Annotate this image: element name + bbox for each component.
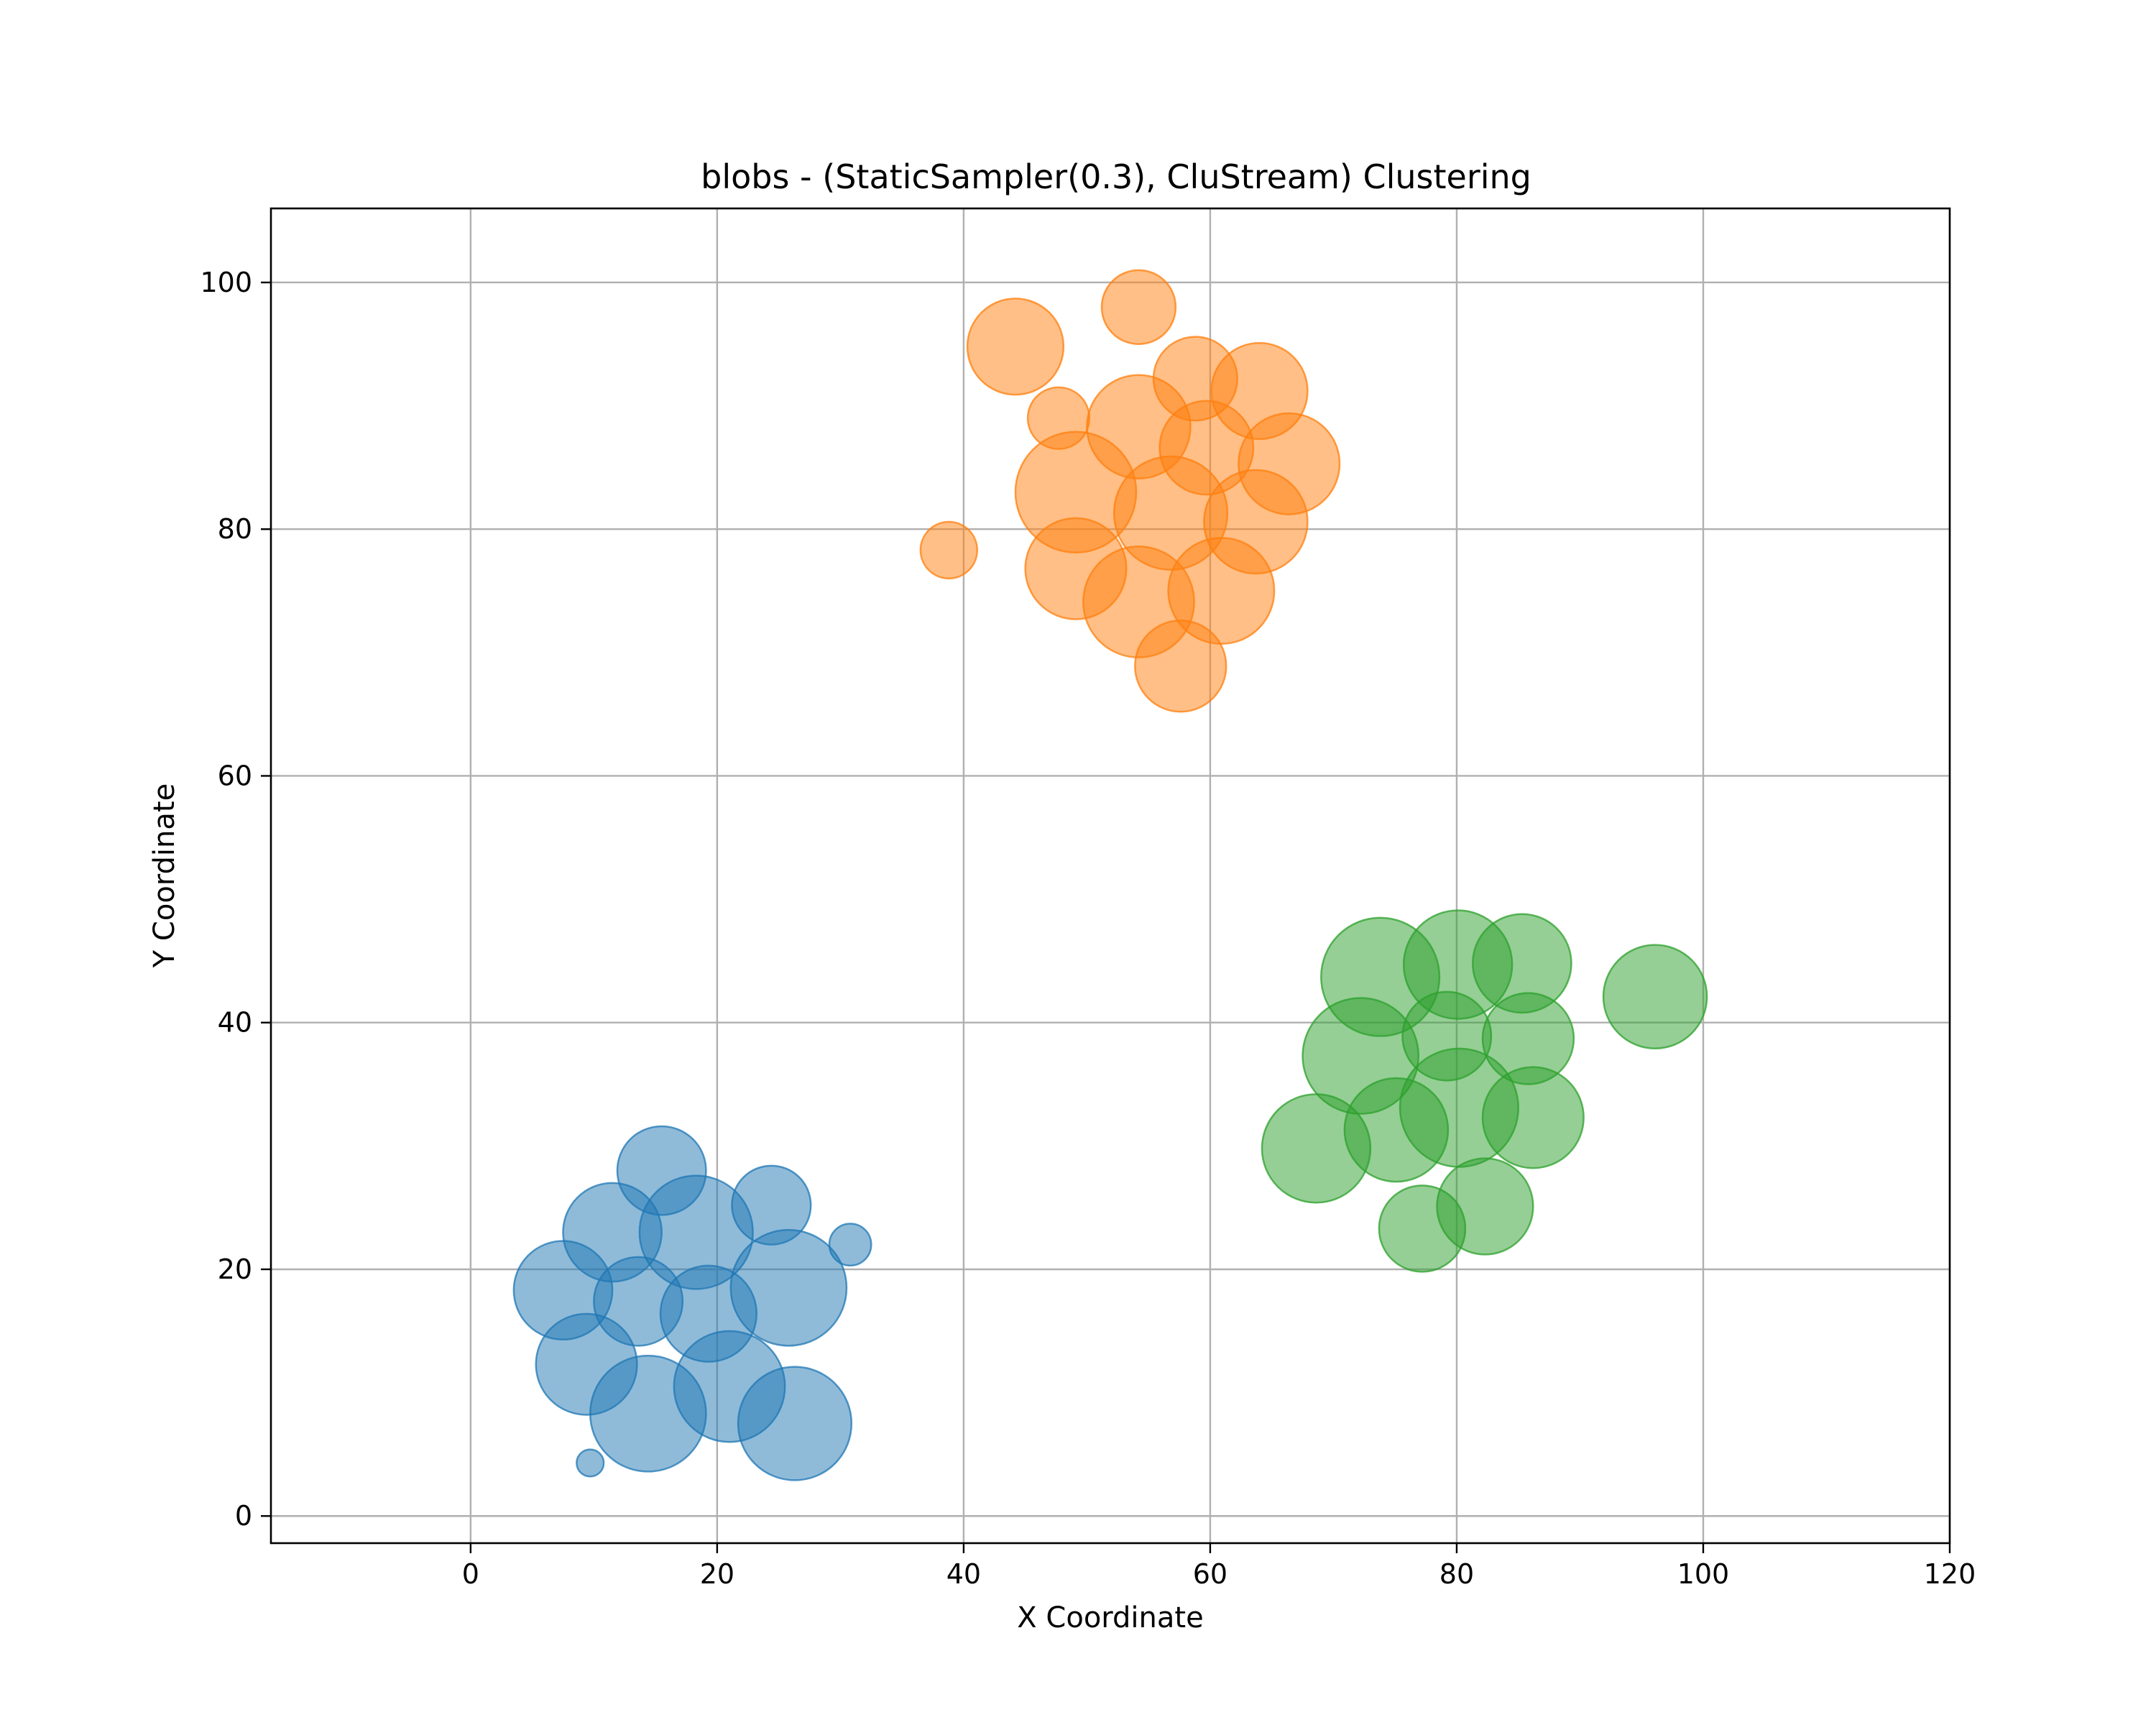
x-tick-label: 100: [1677, 1558, 1730, 1590]
cluster-series-1: [512, 1125, 872, 1481]
x-tick-label: 20: [700, 1558, 734, 1590]
y-tick-label: 0: [235, 1500, 252, 1532]
y-tick-label: 60: [218, 760, 252, 791]
x-axis-label: X Coordinate: [1017, 1601, 1203, 1634]
cluster-series-3: [1261, 909, 1708, 1273]
scatter-point: [1378, 1184, 1467, 1273]
scatter-point: [828, 1223, 872, 1267]
y-axis-label: Y Coordinate: [148, 783, 181, 968]
y-tick-label: 80: [218, 513, 252, 545]
scatter-points: [512, 269, 1708, 1481]
y-tick-label: 100: [200, 267, 252, 298]
scatter-point: [737, 1366, 853, 1481]
plot-frame: [270, 207, 1951, 1545]
scatter-point: [576, 1448, 605, 1478]
cluster-series-2: [919, 269, 1341, 713]
x-tick-label: 80: [1439, 1558, 1474, 1590]
scatter-point: [729, 1228, 848, 1347]
scatter-point: [966, 298, 1065, 396]
scatter-point: [919, 520, 979, 580]
x-tick-label: 40: [946, 1558, 981, 1590]
x-tick-label: 0: [462, 1558, 479, 1590]
axis-ticks: 0 20 40 60 80 100 120 0 20 40 60 80 100: [200, 267, 1976, 1590]
chart-title: blobs - (StaticSampler(0.3), CluStream) …: [701, 157, 1531, 196]
scatter-point: [1602, 944, 1708, 1049]
scatter-point: [1261, 1093, 1372, 1204]
x-tick-label: 120: [1924, 1558, 1976, 1590]
scatter-point: [1134, 620, 1227, 713]
scatter-point: [1100, 269, 1177, 346]
x-tick-label: 60: [1193, 1558, 1227, 1590]
y-tick-label: 40: [218, 1007, 252, 1039]
scatter-point: [1481, 1066, 1585, 1169]
y-tick-label: 20: [218, 1254, 252, 1285]
